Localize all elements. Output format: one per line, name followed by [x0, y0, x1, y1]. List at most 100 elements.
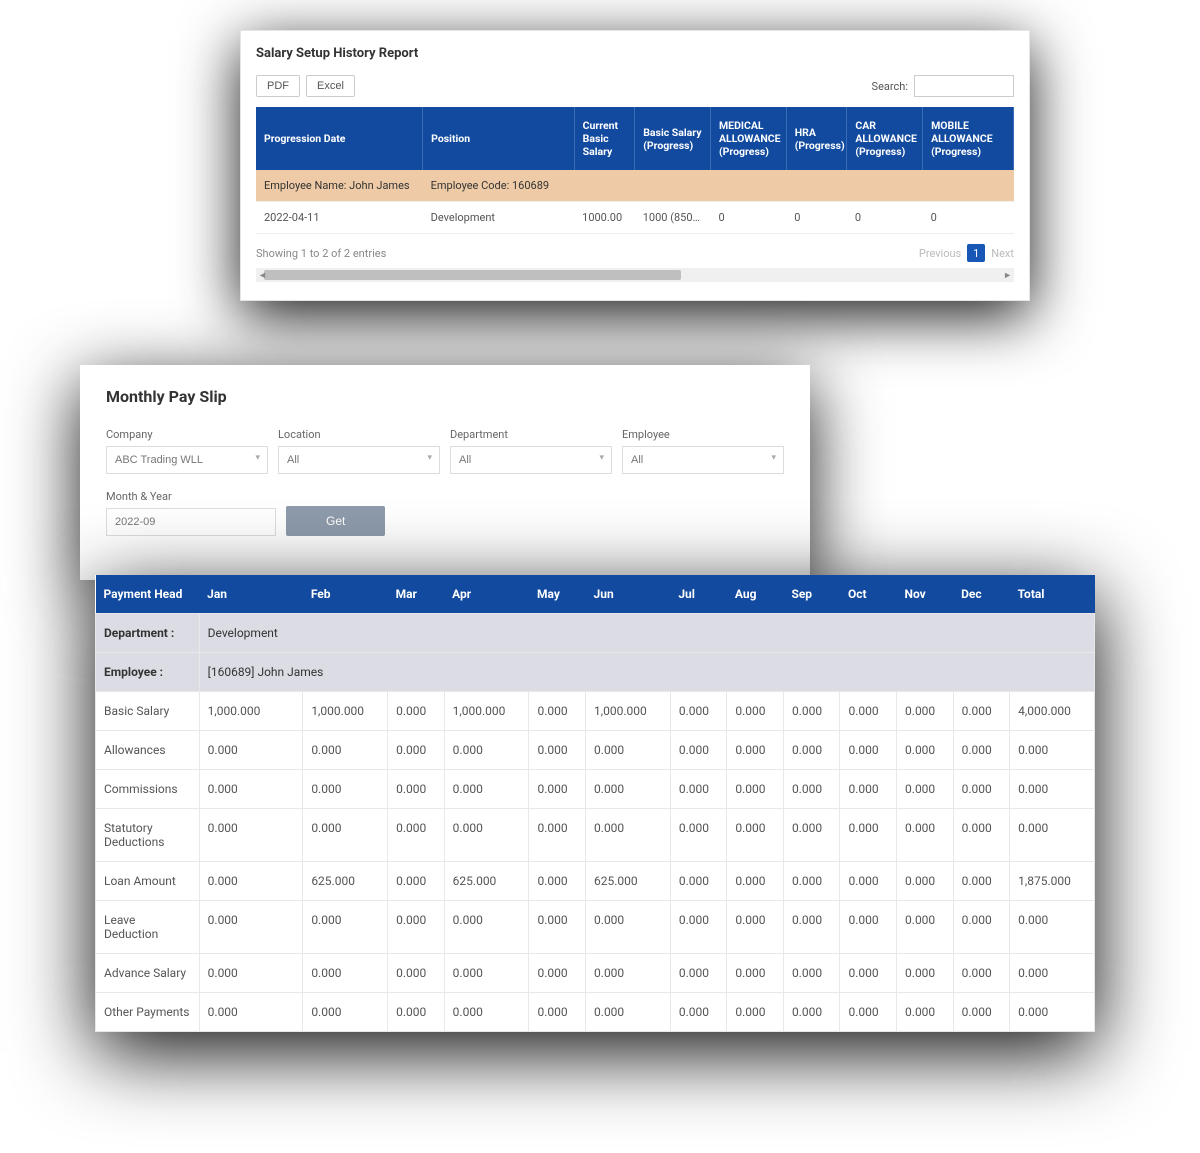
table-cell: 0.000: [586, 731, 671, 770]
table-cell: 0.000: [840, 692, 897, 731]
location-label: Location: [278, 428, 440, 441]
table-cell: 625.000: [444, 862, 529, 901]
table-cell: 0.000: [897, 770, 954, 809]
table-cell: 0.000: [529, 692, 586, 731]
table-cell: 0: [847, 202, 923, 234]
table-cell: 0.000: [670, 731, 727, 770]
table-cell: 0.000: [897, 862, 954, 901]
table-header: Jul: [670, 575, 727, 614]
emp-value: [160689] John James: [199, 653, 1094, 692]
table-cell: 0.000: [840, 954, 897, 993]
table-cell: 0.000: [840, 770, 897, 809]
get-button[interactable]: Get: [286, 506, 385, 536]
payment-head: Basic Salary: [96, 692, 200, 731]
location-select[interactable]: All: [278, 446, 440, 474]
payment-head: Advance Salary: [96, 954, 200, 993]
page-current[interactable]: 1: [967, 244, 985, 262]
table-cell: 0.000: [303, 901, 388, 954]
table-row: Statutory Deductions0.0000.0000.0000.000…: [96, 809, 1095, 862]
page-title: Salary Setup History Report: [256, 46, 1014, 61]
table-cell: 0.000: [199, 862, 303, 901]
table-cell: 0.000: [444, 770, 529, 809]
table-cell: 0.000: [727, 731, 784, 770]
table-cell: 0.000: [670, 862, 727, 901]
table-cell: 0.000: [953, 692, 1010, 731]
table-cell: 0.000: [303, 954, 388, 993]
table-cell: 0.000: [670, 692, 727, 731]
employee-select[interactable]: All: [622, 446, 784, 474]
table-header[interactable]: CAR ALLOWANCE (Progress): [847, 107, 923, 170]
month-input[interactable]: [106, 508, 276, 536]
table-cell: 0.000: [953, 862, 1010, 901]
table-cell: 0.000: [444, 954, 529, 993]
company-select[interactable]: ABC Trading WLL: [106, 446, 268, 474]
table-row: Loan Amount0.000625.0000.000625.0000.000…: [96, 862, 1095, 901]
table-cell: 0.000: [303, 809, 388, 862]
dept-value: Development: [199, 614, 1094, 653]
table-cell: 0.000: [199, 809, 303, 862]
dept-row: Department :Development: [96, 614, 1095, 653]
table-cell: 0.000: [388, 954, 445, 993]
department-select[interactable]: All: [450, 446, 612, 474]
search-input[interactable]: [914, 75, 1014, 97]
table-cell: 1,000.000: [586, 692, 671, 731]
table-cell: 0.000: [444, 901, 529, 954]
table-cell: 0.000: [953, 954, 1010, 993]
next-link[interactable]: Next: [991, 247, 1014, 260]
table-cell: 0: [786, 202, 847, 234]
table-header: Dec: [953, 575, 1010, 614]
table-cell: 0.000: [727, 809, 784, 862]
table-header[interactable]: MOBILE ALLOWANCE (Progress): [923, 107, 1014, 170]
table-header: Apr: [444, 575, 529, 614]
pdf-button[interactable]: PDF: [256, 75, 300, 97]
table-header[interactable]: Position: [423, 107, 575, 170]
scrollbar-thumb[interactable]: [264, 270, 681, 280]
table-cell: 0.000: [529, 862, 586, 901]
table-header[interactable]: HRA (Progress): [786, 107, 847, 170]
table-cell: 1,000.000: [303, 692, 388, 731]
table-row: Other Payments0.0000.0000.0000.0000.0000…: [96, 993, 1095, 1032]
table-cell: 0.000: [783, 809, 840, 862]
table-row: Basic Salary1,000.0001,000.0000.0001,000…: [96, 692, 1095, 731]
table-cell: 0.000: [1010, 770, 1095, 809]
table-cell: 0.000: [783, 862, 840, 901]
table-cell: 0.000: [783, 901, 840, 954]
table-cell: 0.000: [953, 731, 1010, 770]
group-employee-code: Employee Code: 160689: [423, 170, 575, 202]
payment-head: Statutory Deductions: [96, 809, 200, 862]
table-cell: 0.000: [897, 731, 954, 770]
table-cell: 0.000: [840, 731, 897, 770]
table-cell: 0.000: [897, 692, 954, 731]
prev-link[interactable]: Previous: [919, 247, 961, 260]
table-cell: 0.000: [586, 901, 671, 954]
table-cell: 0.000: [783, 770, 840, 809]
payment-table-panel: Payment HeadJanFebMarAprMayJunJulAugSepO…: [95, 575, 1095, 1032]
table-cell: 0.000: [897, 809, 954, 862]
table-cell: 0.000: [1010, 901, 1095, 954]
table-cell: 0.000: [529, 809, 586, 862]
employee-label: Employee: [622, 428, 784, 441]
table-cell: 0.000: [303, 731, 388, 770]
table-cell: 0.000: [444, 731, 529, 770]
horizontal-scrollbar[interactable]: ◄ ►: [256, 268, 1014, 282]
table-cell: 0.000: [199, 993, 303, 1032]
table-cell: 0.000: [586, 809, 671, 862]
table-cell: 0.000: [670, 954, 727, 993]
table-header[interactable]: MEDICAL ALLOWANCE (Progress): [710, 107, 786, 170]
table-cell: 0: [710, 202, 786, 234]
excel-button[interactable]: Excel: [306, 75, 355, 97]
table-cell: 0.000: [529, 901, 586, 954]
table-cell: 0.000: [897, 993, 954, 1032]
payment-table: Payment HeadJanFebMarAprMayJunJulAugSepO…: [95, 575, 1095, 1032]
table-header[interactable]: Basic Salary (Progress): [635, 107, 711, 170]
payment-head: Commissions: [96, 770, 200, 809]
table-header[interactable]: Current Basic Salary: [574, 107, 635, 170]
table-cell: 0.000: [897, 954, 954, 993]
table-header: Sep: [783, 575, 840, 614]
table-header[interactable]: Progression Date: [256, 107, 423, 170]
group-employee-name: Employee Name: John James: [256, 170, 423, 202]
table-cell: 0.000: [444, 993, 529, 1032]
table-cell: 0.000: [727, 901, 784, 954]
table-cell: 0.000: [840, 901, 897, 954]
table-cell: 0.000: [529, 993, 586, 1032]
